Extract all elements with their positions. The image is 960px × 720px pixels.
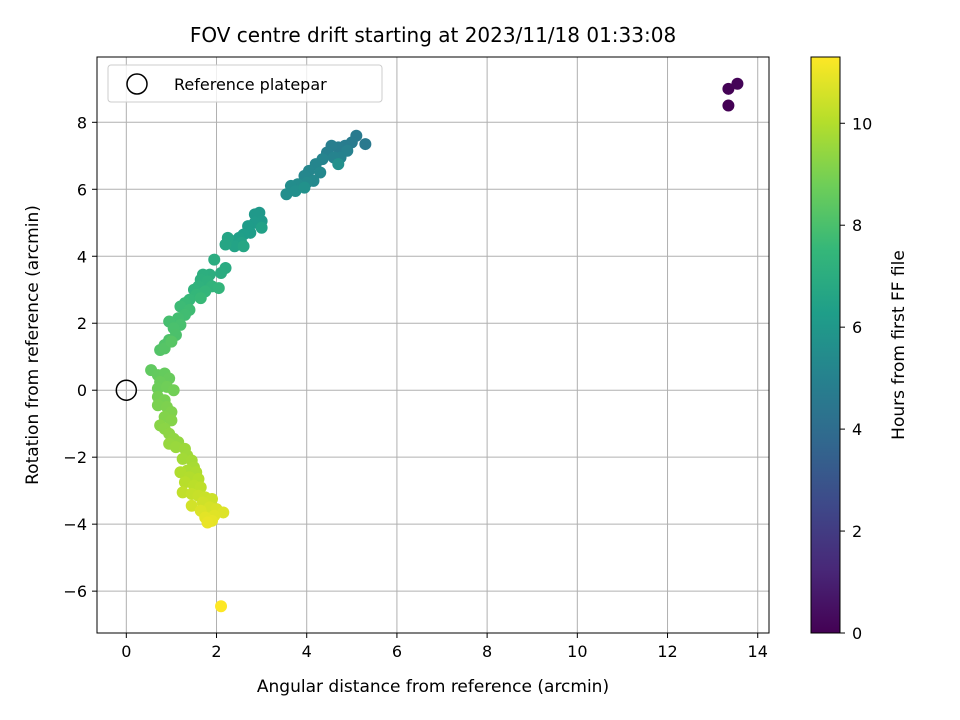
data-point (165, 335, 178, 348)
data-point (722, 82, 735, 95)
data-point (201, 516, 214, 529)
y-tick-label: −6 (63, 582, 87, 601)
y-tick-label: 4 (77, 247, 87, 266)
data-point (280, 188, 293, 201)
y-axis-ticks: −6 −4 −2 0 2 4 6 8 (63, 113, 97, 601)
data-point (174, 466, 187, 479)
y-tick-label: 6 (77, 180, 87, 199)
y-axis-label: Rotation from reference (arcmin) (23, 205, 43, 485)
colorbar-tick-label: 4 (852, 420, 862, 439)
data-point (314, 166, 327, 179)
x-tick-label: 8 (482, 642, 492, 661)
data-point (215, 600, 228, 613)
colorbar-tick-label: 2 (852, 522, 862, 541)
data-point (151, 382, 164, 395)
plot-frame (96, 56, 770, 634)
data-point (169, 441, 182, 454)
data-point (237, 240, 250, 253)
data-point (332, 158, 345, 171)
data-point (194, 292, 207, 305)
data-point (215, 267, 228, 279)
y-tick-label: 0 (77, 381, 87, 400)
x-tick-label: 2 (211, 642, 221, 661)
y-tick-label: −4 (63, 515, 87, 534)
y-tick-label: 8 (77, 113, 87, 132)
legend: Reference platepar (107, 64, 383, 103)
data-point (298, 181, 311, 194)
data-point (228, 240, 241, 253)
data-point (722, 99, 735, 112)
x-axis-ticks: 0 2 4 6 8 10 12 14 (121, 633, 768, 661)
colorbar-tick-label: 8 (852, 216, 862, 235)
legend-reference-marker (126, 73, 148, 95)
colorbar-tick-label: 0 (852, 624, 862, 643)
x-axis-label: Angular distance from reference (arcmin) (257, 677, 609, 697)
x-tick-label: 12 (657, 642, 677, 661)
grid-lines (97, 57, 769, 633)
x-tick-label: 4 (302, 642, 312, 661)
chart-title: FOV centre drift starting at 2023/11/18 … (190, 23, 676, 47)
data-point (359, 138, 372, 151)
data-point (176, 452, 189, 465)
data-point (185, 499, 198, 512)
data-point (212, 282, 225, 295)
data-point (151, 399, 164, 412)
colorbar-ticks: 0 2 4 6 8 10 (840, 114, 872, 643)
data-point (176, 486, 189, 499)
data-point (219, 238, 232, 251)
legend-box (107, 64, 383, 103)
x-tick-label: 6 (392, 642, 402, 661)
data-point (167, 384, 180, 397)
y-tick-label: 2 (77, 314, 87, 333)
data-point (208, 253, 221, 266)
x-tick-label: 10 (567, 642, 587, 661)
data-point (255, 221, 268, 234)
reference-platepar-marker (115, 379, 138, 401)
y-tick-label: −2 (63, 448, 87, 467)
colorbar-tick-label: 10 (852, 114, 872, 133)
data-point (178, 476, 191, 489)
legend-label: Reference platepar (174, 75, 327, 94)
colorbar-label: Hours from first FF file (889, 250, 909, 440)
data-point (217, 506, 230, 519)
colorbar-tick-label: 6 (852, 318, 862, 337)
data-point (731, 77, 744, 90)
data-point (165, 414, 178, 427)
colorbar-gradient (810, 56, 841, 634)
colorbar: 0 2 4 6 8 10 Hours from first FF file (810, 56, 909, 643)
data-points (145, 77, 744, 613)
x-tick-label: 14 (748, 642, 768, 661)
x-tick-label: 0 (121, 642, 131, 661)
data-point (289, 184, 302, 197)
